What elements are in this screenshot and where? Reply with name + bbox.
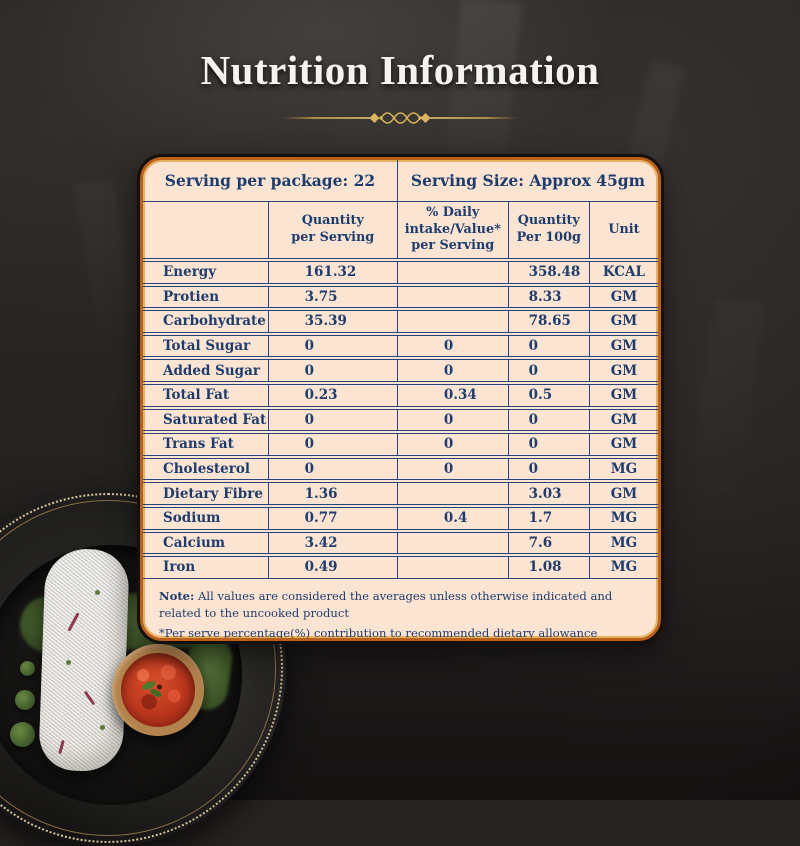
- table-row: Saturated Fat 0 0 0 GM: [143, 408, 658, 432]
- cell-unit: MG: [610, 534, 638, 551]
- table-row: Sodium 0.77 0.4 1.7 MG: [143, 506, 658, 530]
- cell-daily-value: [398, 311, 509, 332]
- cell-qty-per-100g: 0.5: [509, 384, 590, 406]
- cell-daily-value: 0: [398, 409, 509, 431]
- column-header-row: Quantity per Serving % Daily intake/Valu…: [143, 202, 658, 259]
- cell-qty-per-serving: 0.77: [269, 507, 398, 529]
- cell-qty-per-serving: 0.23: [269, 384, 398, 406]
- cell-qty-per-100g: 78.65: [509, 311, 590, 332]
- cell-unit: GM: [610, 485, 638, 502]
- col-header-qty-per-serving: Quantity per Serving: [269, 202, 398, 258]
- cell-nutrient-name: Saturated Fat: [143, 409, 269, 431]
- cell-unit: GM: [610, 338, 638, 355]
- cell-daily-value: 0: [398, 360, 509, 381]
- cell-daily-value: [398, 483, 509, 504]
- cell-nutrient-name: Total Sugar: [143, 335, 269, 357]
- nutrition-table-body: Energy 161.32 358.48 KCAL Protien 3.75 8…: [143, 261, 658, 579]
- cell-daily-value: 0: [398, 434, 509, 455]
- cell-nutrient-name: Added Sugar: [143, 360, 269, 381]
- footnote: *Per serve percentage(%) contribution to…: [159, 625, 598, 640]
- cell-unit: GM: [610, 436, 638, 453]
- table-row: Calcium 3.42 7.6 MG: [143, 531, 658, 555]
- cell-qty-per-serving: 161.32: [269, 262, 398, 283]
- cell-unit: MG: [610, 559, 638, 576]
- col-header-nutrient: [143, 202, 269, 258]
- table-row: Protien 3.75 8.33 GM: [143, 285, 658, 309]
- col-header-daily-value: % Daily intake/Value* per Serving: [398, 202, 509, 258]
- cell-qty-per-serving: 0: [269, 409, 398, 431]
- page-title: Nutrition Information: [200, 47, 600, 93]
- cell-qty-per-serving: 0: [269, 360, 398, 381]
- cell-qty-per-100g: 0: [509, 434, 590, 455]
- table-row: Dietary Fibre 1.36 3.03 GM: [143, 482, 658, 505]
- cell-qty-per-100g: 7.6: [509, 532, 590, 554]
- cell-nutrient-name: Carbohydrate: [143, 311, 269, 332]
- cell-daily-value: 0.4: [398, 507, 509, 529]
- cell-nutrient-name: Energy: [143, 262, 269, 283]
- cell-daily-value: 0: [398, 335, 509, 357]
- cell-qty-per-100g: 0: [509, 409, 590, 431]
- cell-nutrient-name: Trans Fat: [143, 434, 269, 455]
- cell-nutrient-name: Dietary Fibre: [143, 483, 269, 504]
- cell-daily-value: 0.34: [398, 384, 509, 406]
- cell-qty-per-100g: 0: [509, 335, 590, 357]
- cell-unit: KCAL: [602, 264, 646, 281]
- cell-qty-per-100g: 358.48: [509, 262, 590, 283]
- note: Note: All values are considered the aver…: [159, 588, 642, 623]
- serving-size: Serving Size: Approx 45gm: [410, 171, 646, 190]
- cell-qty-per-100g: 0: [509, 360, 590, 381]
- note-label: Note:: [159, 588, 195, 603]
- cell-qty-per-100g: 8.33: [509, 286, 590, 308]
- cell-nutrient-name: Protien: [143, 286, 269, 308]
- cell-daily-value: [398, 262, 509, 283]
- gold-divider-ornament: [282, 112, 518, 124]
- cell-nutrient-name: Total Fat: [143, 384, 269, 406]
- table-row: Energy 161.32 358.48 KCAL: [143, 261, 658, 284]
- cell-unit: GM: [610, 387, 638, 404]
- cell-qty-per-serving: 0: [269, 434, 398, 455]
- cell-qty-per-serving: 3.75: [269, 286, 398, 308]
- table-row: Iron 0.49 1.08 MG: [143, 556, 658, 579]
- cell-daily-value: [398, 557, 509, 578]
- cell-daily-value: [398, 532, 509, 554]
- note-area: Note: All values are considered the aver…: [143, 579, 658, 640]
- cell-nutrient-name: Iron: [143, 557, 269, 578]
- cell-unit: GM: [610, 313, 638, 330]
- cell-qty-per-serving: 3.42: [269, 532, 398, 554]
- cell-qty-per-100g: 1.7: [509, 507, 590, 529]
- cell-unit: MG: [610, 461, 638, 478]
- cell-unit: GM: [610, 288, 638, 305]
- cell-nutrient-name: Calcium: [143, 532, 269, 554]
- cell-daily-value: 0: [398, 458, 509, 480]
- serving-per-package: Serving per package: 22: [143, 160, 398, 201]
- cell-daily-value: [398, 286, 509, 308]
- cell-nutrient-name: Cholesterol: [143, 458, 269, 480]
- table-row: Total Fat 0.23 0.34 0.5 GM: [143, 383, 658, 407]
- note-text: All values are considered the averages u…: [159, 588, 613, 621]
- cell-qty-per-serving: 0: [269, 335, 398, 357]
- table-row: Added Sugar 0 0 0 GM: [143, 359, 658, 382]
- table-row: Cholesterol 0 0 0 MG: [143, 457, 658, 481]
- cell-qty-per-serving: 35.39: [269, 311, 398, 332]
- cell-qty-per-100g: 3.03: [509, 483, 590, 504]
- table-row: Trans Fat 0 0 0 GM: [143, 433, 658, 456]
- cell-unit: MG: [610, 510, 638, 527]
- serving-header-row: Serving per package: 22 Serving Size: Ap…: [143, 160, 658, 202]
- cell-unit: GM: [610, 411, 638, 428]
- cell-qty-per-serving: 1.36: [269, 483, 398, 504]
- cell-qty-per-100g: 1.08: [509, 557, 590, 578]
- col-header-qty-per-100g: Quantity Per 100g: [509, 202, 590, 258]
- table-row: Total Sugar 0 0 0 GM: [143, 334, 658, 358]
- cell-nutrient-name: Sodium: [143, 507, 269, 529]
- table-row: Carbohydrate 35.39 78.65 GM: [143, 310, 658, 333]
- cell-unit: GM: [610, 362, 638, 379]
- cell-qty-per-serving: 0.49: [269, 557, 398, 578]
- nutrition-card: Serving per package: 22 Serving Size: Ap…: [140, 157, 661, 641]
- col-header-unit: Unit: [608, 221, 640, 237]
- cell-qty-per-serving: 0: [269, 458, 398, 480]
- cell-qty-per-100g: 0: [509, 458, 590, 480]
